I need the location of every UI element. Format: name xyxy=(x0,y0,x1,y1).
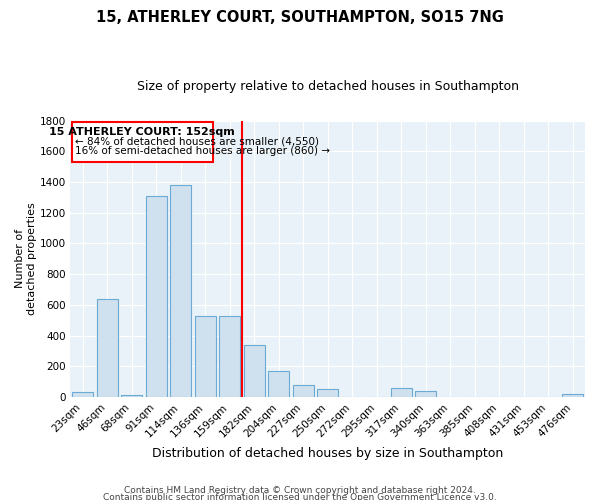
Text: Contains public sector information licensed under the Open Government Licence v3: Contains public sector information licen… xyxy=(103,494,497,500)
Y-axis label: Number of
detached properties: Number of detached properties xyxy=(15,202,37,315)
Bar xyxy=(562,394,583,397)
Bar xyxy=(170,185,191,397)
Text: 15 ATHERLEY COURT: 152sqm: 15 ATHERLEY COURT: 152sqm xyxy=(49,128,235,138)
Bar xyxy=(415,391,436,397)
Bar xyxy=(121,396,142,397)
Bar xyxy=(97,298,118,397)
Text: Contains HM Land Registry data © Crown copyright and database right 2024.: Contains HM Land Registry data © Crown c… xyxy=(124,486,476,495)
Bar xyxy=(293,384,314,397)
X-axis label: Distribution of detached houses by size in Southampton: Distribution of detached houses by size … xyxy=(152,447,503,460)
Bar xyxy=(73,392,93,397)
Bar xyxy=(391,388,412,397)
Bar xyxy=(268,371,289,397)
Text: 15, ATHERLEY COURT, SOUTHAMPTON, SO15 7NG: 15, ATHERLEY COURT, SOUTHAMPTON, SO15 7N… xyxy=(96,10,504,25)
Bar xyxy=(195,316,215,397)
FancyBboxPatch shape xyxy=(72,122,212,162)
Title: Size of property relative to detached houses in Southampton: Size of property relative to detached ho… xyxy=(137,80,519,93)
Bar xyxy=(146,196,167,397)
Text: ← 84% of detached houses are smaller (4,550): ← 84% of detached houses are smaller (4,… xyxy=(76,136,319,146)
Bar xyxy=(244,344,265,397)
Bar xyxy=(220,316,240,397)
Text: 16% of semi-detached houses are larger (860) →: 16% of semi-detached houses are larger (… xyxy=(76,146,331,156)
Bar xyxy=(317,388,338,397)
